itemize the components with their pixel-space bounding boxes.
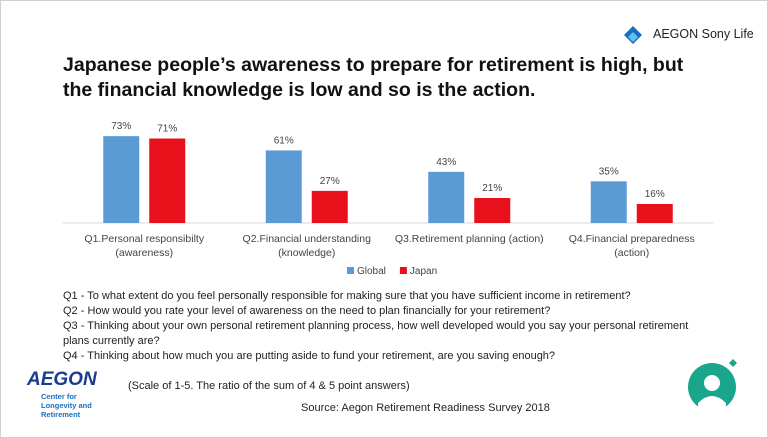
legend-label: Japan — [410, 266, 437, 277]
value-label: 35% — [599, 166, 619, 177]
circle-logo — [688, 359, 737, 411]
legend-swatch — [399, 267, 407, 274]
question: Q1 - To what extent do you feel personal… — [63, 290, 631, 302]
value-label: 16% — [645, 189, 665, 200]
bar — [149, 138, 186, 223]
bar — [428, 171, 465, 223]
footer-logo-subtitle: Center for Longevity and Retirement — [41, 392, 92, 419]
value-label: 27% — [320, 176, 340, 187]
brand-logo-icon — [624, 26, 642, 44]
legend-label: Global — [357, 266, 386, 277]
bar — [265, 150, 302, 223]
question: Q2 - How would you rate your level of aw… — [63, 305, 551, 317]
question: Q4 - Thinking about how much you are put… — [63, 350, 556, 362]
x-tick-label: Q1.Personal responsibilty (awareness) — [84, 233, 205, 259]
x-tick-label: Q4.Financial preparedness (action) — [568, 233, 695, 259]
x-tick-label: Q2.Financial understanding (knowledge) — [242, 233, 371, 259]
brand-name: AEGON Sony Life — [653, 27, 754, 41]
value-label: 43% — [436, 157, 456, 168]
legend-swatch — [347, 267, 354, 274]
bar — [590, 181, 627, 223]
value-label: 61% — [274, 135, 294, 146]
bar — [474, 198, 511, 223]
value-label: 73% — [111, 121, 131, 132]
scale-note: (Scale of 1-5. The ratio of the sum of 4… — [128, 380, 410, 392]
footer-logo-name: AEGON — [27, 369, 97, 390]
bar — [636, 203, 673, 223]
chart-title: Japanese people’s awareness to prepare f… — [63, 54, 684, 101]
questions: Q1 - To what extent do you feel personal… — [63, 289, 703, 364]
bar — [311, 190, 348, 223]
value-label: 71% — [157, 124, 177, 135]
value-label: 21% — [482, 183, 502, 194]
x-tick-label: Q3.Retirement planning (action) — [394, 233, 544, 245]
question: Q3 - Thinking about your own personal re… — [63, 320, 689, 347]
bar — [103, 136, 140, 223]
source: Source: Aegon Retirement Readiness Surve… — [301, 402, 550, 414]
